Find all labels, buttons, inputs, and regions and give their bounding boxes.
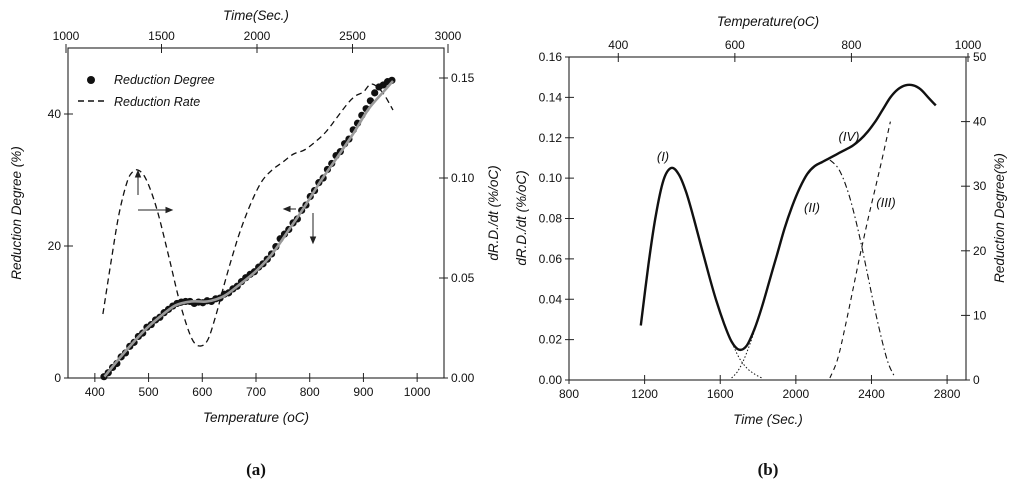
x-tick-label: 500 bbox=[139, 385, 159, 399]
x-tick-label: 2800 bbox=[934, 387, 961, 401]
y-tick-label: 0.10 bbox=[539, 171, 563, 185]
y-tick-label: 0.08 bbox=[539, 212, 563, 226]
peak-label-I: (I) bbox=[657, 149, 669, 164]
x-top-tick-label: 3000 bbox=[435, 29, 462, 43]
arrow-down-head bbox=[309, 236, 317, 245]
peak-label-II: (II) bbox=[804, 200, 820, 215]
plot-frame-b bbox=[568, 56, 967, 381]
y-axis-right-label-b: Reduction Degree(%) bbox=[992, 153, 1007, 283]
legend-marker-reduction-degree bbox=[87, 76, 95, 84]
y-right-tick-label: 0.10 bbox=[451, 171, 475, 185]
x-axis-label-b: Time (Sec.) bbox=[733, 412, 803, 427]
y-right-tick-label: 0.15 bbox=[451, 71, 475, 85]
y-right-tick-label: 50 bbox=[973, 50, 987, 64]
legend-label-reduction-rate: Reduction Rate bbox=[114, 95, 200, 109]
reduction-rate-line bbox=[102, 83, 394, 347]
reduction-degree-point bbox=[371, 89, 379, 97]
arrow-annotations-a bbox=[134, 169, 317, 245]
x-top-tick-label: 1000 bbox=[955, 38, 982, 52]
caption-a: (a) bbox=[246, 460, 266, 479]
x-top-tick-label: 800 bbox=[841, 38, 861, 52]
reduction-degree-fit-line bbox=[103, 80, 394, 378]
y-tick-label: 0.14 bbox=[539, 90, 563, 104]
y-tick-label: 0.06 bbox=[539, 252, 563, 266]
x-tick-label: 1000 bbox=[404, 385, 431, 399]
x-tick-label: 1600 bbox=[707, 387, 734, 401]
x-axis-top-label-b: Temperature(oC) bbox=[717, 14, 819, 29]
y-tick-label: 40 bbox=[48, 107, 62, 121]
peak-label-III: (III) bbox=[876, 195, 896, 210]
x-tick-label: 900 bbox=[353, 385, 373, 399]
y-tick-label: 0.12 bbox=[539, 131, 563, 145]
y-tick-label: 0 bbox=[54, 371, 61, 385]
peak-II-line bbox=[829, 159, 895, 377]
y-tick-label: 20 bbox=[48, 239, 62, 253]
caption-b: (b) bbox=[758, 460, 779, 479]
arrow-up-head bbox=[134, 169, 142, 178]
x-top-tick-label: 1500 bbox=[148, 29, 175, 43]
peak-label-IV: (IV) bbox=[839, 129, 860, 144]
x-tick-label: 600 bbox=[192, 385, 212, 399]
x-top-tick-label: 2500 bbox=[339, 29, 366, 43]
x-top-tick-label: 1000 bbox=[53, 29, 80, 43]
marks-b bbox=[639, 83, 937, 379]
marks-a bbox=[100, 76, 396, 381]
x-top-tick-label: 600 bbox=[725, 38, 745, 52]
y-right-tick-label: 0.05 bbox=[451, 271, 475, 285]
y-axis-label-b: dR.D./dt (%/oC) bbox=[514, 170, 529, 265]
arrow-left-head bbox=[282, 205, 291, 213]
x-tick-label: 1200 bbox=[631, 387, 658, 401]
y-right-tick-label: 10 bbox=[973, 308, 987, 322]
deconvolution-dotted-line bbox=[723, 323, 763, 379]
y-tick-label: 0.04 bbox=[539, 292, 563, 306]
total-rate-line bbox=[639, 83, 937, 352]
x-axis-top-label-a: Time(Sec.) bbox=[223, 8, 289, 23]
legend-a: Reduction Degree Reduction Rate bbox=[78, 73, 215, 109]
x-tick-label: 400 bbox=[85, 385, 105, 399]
x-tick-label: 2000 bbox=[783, 387, 810, 401]
y-right-tick-label: 20 bbox=[973, 244, 987, 258]
y-tick-label: 0.02 bbox=[539, 333, 563, 347]
legend-label-reduction-degree: Reduction Degree bbox=[114, 73, 215, 87]
y-right-tick-label: 0.00 bbox=[451, 371, 475, 385]
x-top-tick-label: 400 bbox=[608, 38, 628, 52]
x-tick-label: 800 bbox=[559, 387, 579, 401]
arrow-right-head bbox=[165, 206, 174, 214]
peak-III-line bbox=[829, 121, 891, 379]
x-tick-label: 700 bbox=[246, 385, 266, 399]
y-tick-label: 0.16 bbox=[539, 50, 563, 64]
x-axis-label-a: Temperature (oC) bbox=[203, 410, 309, 425]
x-top-tick-label: 2000 bbox=[244, 29, 271, 43]
y-axis-label-a: Reduction Degree (%) bbox=[9, 146, 24, 280]
y-tick-label: 0.00 bbox=[539, 373, 563, 387]
y-axis-right-label-a: dR.D./dt (%/oC) bbox=[486, 165, 501, 260]
y-right-tick-label: 0 bbox=[973, 373, 980, 387]
x-tick-label: 2400 bbox=[858, 387, 885, 401]
x-tick-label: 800 bbox=[300, 385, 320, 399]
y-right-tick-label: 40 bbox=[973, 115, 987, 129]
y-right-tick-label: 30 bbox=[973, 179, 987, 193]
